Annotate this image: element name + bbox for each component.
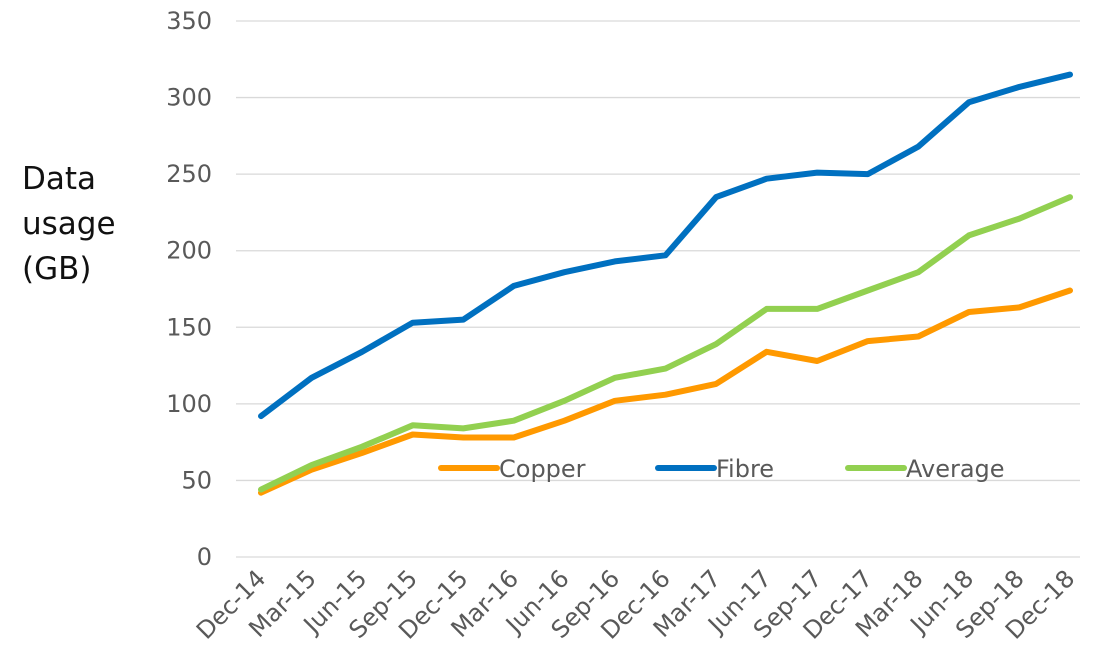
y-tick-label-250: 250 — [166, 160, 212, 188]
legend-label-fibre: Fibre — [716, 455, 774, 483]
y-axis-label-line-3: (GB) — [22, 251, 92, 287]
y-tick-label-350: 350 — [166, 7, 212, 35]
y-tick-label-0: 0 — [197, 543, 212, 571]
series-lines — [258, 71, 1073, 496]
y-tick-labels: 0 50 100 150 200 250 300 350 — [166, 7, 212, 571]
series-line-fibre — [258, 71, 1073, 420]
y-tick-label-100: 100 — [166, 390, 212, 418]
legend: Copper Fibre Average — [438, 455, 1005, 483]
y-tick-label-300: 300 — [166, 84, 212, 112]
y-axis-label-line-1: Data — [22, 161, 97, 197]
legend-label-average: Average — [906, 455, 1005, 483]
y-axis-label-line-2: usage — [22, 206, 116, 242]
y-tick-label-150: 150 — [166, 313, 212, 341]
legend-label-copper: Copper — [499, 455, 586, 483]
y-tick-label-50: 50 — [181, 466, 212, 494]
x-tick-labels: Dec-14Mar-15Jun-15Sep-15Dec-15Mar-16Jun-… — [191, 564, 1080, 644]
y-tick-label-200: 200 — [166, 237, 212, 265]
